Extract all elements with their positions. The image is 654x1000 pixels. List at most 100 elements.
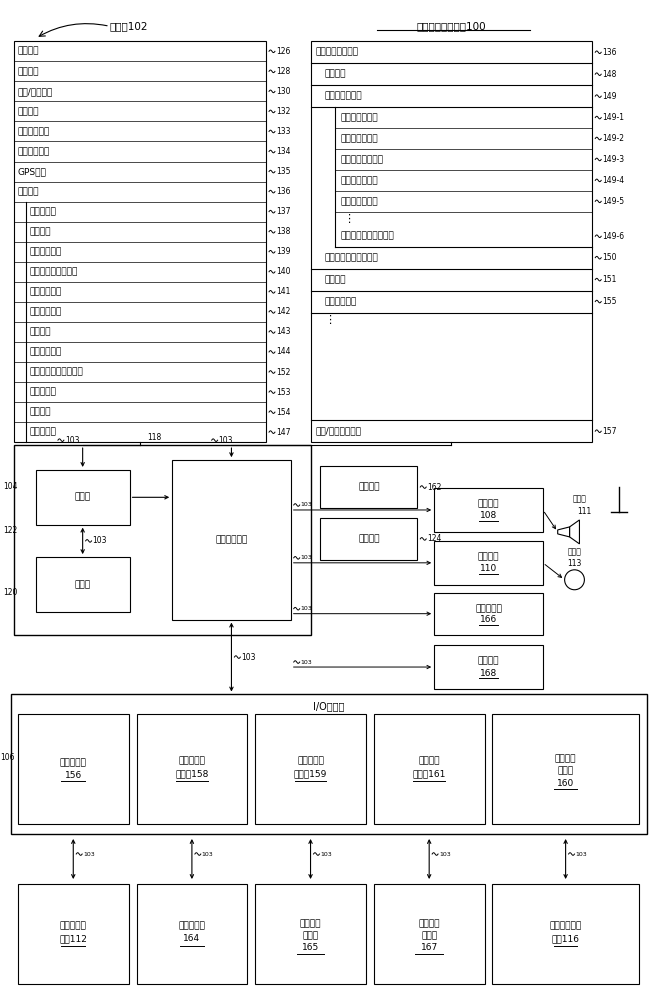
Text: 控制器161: 控制器161 (413, 770, 446, 779)
Polygon shape (570, 520, 579, 544)
Text: 其他输入控制: 其他输入控制 (549, 921, 582, 930)
Text: 152: 152 (276, 368, 290, 377)
Text: 164: 164 (183, 934, 201, 943)
Text: 用户创建的桌面小程序: 用户创建的桌面小程序 (340, 232, 394, 241)
Text: 149-5: 149-5 (602, 197, 625, 206)
Text: 操作系统: 操作系统 (18, 47, 39, 56)
Bar (255, 884, 366, 984)
Text: 103: 103 (241, 653, 256, 662)
Text: 104: 104 (3, 482, 18, 491)
Text: 处理器: 处理器 (75, 580, 91, 589)
Text: 光学传感器: 光学传感器 (179, 921, 205, 930)
Bar (137, 714, 247, 824)
Text: 147: 147 (276, 428, 290, 437)
Text: 150: 150 (602, 253, 617, 262)
Text: 设备/全局内部状态: 设备/全局内部状态 (315, 427, 362, 436)
Text: 视频会议模块: 视频会议模块 (30, 247, 62, 256)
Bar (320, 466, 417, 508)
Bar (14, 445, 311, 635)
Text: 控制器159: 控制器159 (294, 770, 327, 779)
Text: GPS模块: GPS模块 (18, 167, 47, 176)
Text: 即时消息模块: 即时消息模块 (30, 287, 62, 296)
Text: 麦克风: 麦克风 (568, 547, 581, 556)
Text: 射频电路: 射频电路 (477, 499, 499, 508)
Text: 外部端口: 外部端口 (358, 534, 379, 543)
Text: 存储器102: 存储器102 (110, 21, 148, 31)
Text: 140: 140 (276, 267, 290, 276)
Bar (492, 884, 639, 984)
Text: 137: 137 (276, 207, 290, 216)
Text: 触敏显示器: 触敏显示器 (60, 921, 87, 930)
Bar (374, 714, 485, 824)
Bar (137, 884, 247, 984)
Text: 触觉反馈模块: 触觉反馈模块 (18, 127, 50, 136)
Bar (255, 714, 366, 824)
Text: 144: 144 (276, 347, 290, 356)
Text: 118: 118 (147, 433, 162, 442)
Text: 126: 126 (276, 47, 290, 56)
Text: 149-6: 149-6 (602, 232, 625, 241)
Text: 文本输入模块: 文本输入模块 (18, 147, 50, 156)
Text: 136: 136 (602, 48, 617, 57)
Text: 联系人模块: 联系人模块 (30, 207, 57, 216)
Bar (18, 884, 129, 984)
Text: 154: 154 (276, 408, 290, 417)
Text: 124: 124 (427, 534, 441, 543)
Text: ⋮: ⋮ (324, 315, 336, 325)
Text: 151: 151 (602, 275, 617, 284)
Text: 149-1: 149-1 (602, 113, 624, 122)
Polygon shape (558, 527, 570, 537)
Text: 加速度计: 加速度计 (477, 657, 499, 666)
Text: 扬声器: 扬声器 (572, 495, 587, 504)
Text: 强度传感器: 强度传感器 (297, 757, 324, 766)
Text: 外围设备接口: 外围设备接口 (215, 535, 248, 544)
Bar (36, 470, 129, 525)
Text: 160: 160 (557, 779, 574, 788)
Bar (18, 714, 129, 824)
Text: 日历模块: 日历模块 (324, 70, 346, 79)
Text: 搜索模块: 搜索模块 (324, 275, 346, 284)
Text: 138: 138 (276, 227, 290, 236)
Text: 触觉反馈: 触觉反馈 (419, 757, 440, 766)
Bar (434, 541, 543, 585)
Text: 光学传感器: 光学传感器 (179, 757, 205, 766)
Text: 控制器158: 控制器158 (175, 770, 209, 779)
Text: 103: 103 (301, 606, 313, 611)
Text: 便携式多功能设备100: 便携式多功能设备100 (416, 21, 486, 31)
Text: 发生器: 发生器 (421, 931, 438, 940)
Text: 103: 103 (301, 502, 313, 507)
Text: 120: 120 (3, 588, 18, 597)
Text: 应用程序（续前）: 应用程序（续前） (315, 48, 358, 57)
Text: 141: 141 (276, 287, 290, 296)
Text: 应用程序: 应用程序 (18, 187, 39, 196)
Text: 143: 143 (276, 327, 290, 336)
Text: 健身支持模块: 健身支持模块 (30, 307, 62, 316)
Text: 113: 113 (567, 559, 581, 568)
Text: 天气桌面小程序: 天气桌面小程序 (340, 113, 378, 122)
Text: 136: 136 (276, 187, 290, 196)
Bar (172, 460, 291, 620)
Text: 接触强度: 接触强度 (300, 919, 321, 928)
Text: 相机模块: 相机模块 (30, 327, 51, 336)
Text: 桌面小程序创建器模块: 桌面小程序创建器模块 (324, 253, 378, 262)
Text: 162: 162 (427, 483, 441, 492)
Text: 165: 165 (302, 943, 319, 952)
Text: 词典桌面小程序: 词典桌面小程序 (340, 197, 378, 206)
Bar (311, 41, 593, 442)
Text: 139: 139 (276, 247, 290, 256)
Text: 167: 167 (421, 943, 438, 952)
Text: 142: 142 (276, 307, 290, 316)
Text: 在线视频模块: 在线视频模块 (324, 297, 356, 306)
Text: 110: 110 (480, 564, 497, 573)
Text: 浏览器模块: 浏览器模块 (30, 428, 57, 437)
Bar (36, 557, 129, 612)
Text: 计算器桌面小程序: 计算器桌面小程序 (340, 155, 383, 164)
Text: 视频和音乐播放器模块: 视频和音乐播放器模块 (30, 368, 84, 377)
Text: 103: 103 (320, 852, 332, 857)
Text: 显示控制器: 显示控制器 (60, 759, 87, 768)
Text: 电话模块: 电话模块 (30, 227, 51, 236)
Text: 地图模块: 地图模块 (30, 408, 51, 417)
Text: 控制器: 控制器 (558, 767, 574, 776)
Bar (14, 41, 266, 442)
Text: 接近传感器: 接近传感器 (475, 604, 502, 613)
